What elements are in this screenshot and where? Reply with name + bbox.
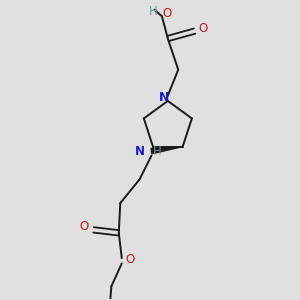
Text: N: N [135,145,145,158]
Text: O: O [80,220,89,233]
Text: O: O [126,253,135,266]
Text: H: H [148,5,157,18]
Text: N: N [159,91,169,104]
Polygon shape [151,147,183,154]
Text: H: H [153,145,162,158]
Text: O: O [162,7,171,20]
Text: O: O [198,22,207,35]
